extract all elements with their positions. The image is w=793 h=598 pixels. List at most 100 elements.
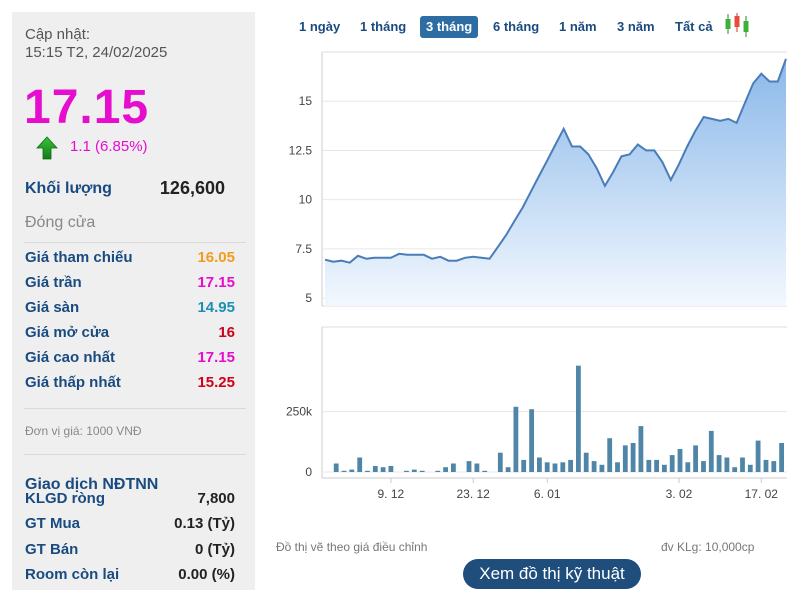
- foreign-row-label: GT Bán: [25, 541, 79, 558]
- price-row-label: Giá cao nhất: [25, 349, 116, 366]
- tab-all[interactable]: Tất cả: [675, 19, 713, 34]
- price-row-label: Giá mở cửa: [25, 324, 110, 341]
- volume-bar: [482, 470, 488, 472]
- volume-bar: [576, 365, 581, 472]
- volume-bar: [466, 461, 472, 472]
- tab-3-month[interactable]: 3 tháng: [420, 16, 479, 38]
- price-row-value: 17.15: [197, 274, 235, 291]
- volume-bar: [622, 445, 628, 472]
- volume-y-tick-label: 250k: [286, 405, 313, 419]
- volume-bar: [419, 470, 425, 472]
- price-row-label: Giá sàn: [25, 299, 80, 316]
- price-row-ceiling: Giá trần 17.15: [25, 274, 235, 296]
- volume-bar: [630, 443, 636, 472]
- volume-bar: [662, 464, 667, 473]
- price-volume-chart: 5 7.5 10 12.5 15 0 250k 9. 12 23. 12 6. 01 3. 02…: [286, 51, 787, 501]
- price-row-label: Giá tham chiếu: [25, 249, 133, 266]
- volume-bar: [474, 463, 480, 472]
- volume-bar: [357, 457, 363, 472]
- tab-6-month[interactable]: 6 tháng: [493, 19, 540, 34]
- volume-bar: [693, 445, 698, 472]
- volume-bar: [677, 449, 683, 472]
- volume-bar: [411, 469, 417, 472]
- x-tick-label: 17. 02: [745, 487, 779, 501]
- tab-1-year[interactable]: 1 năm: [559, 19, 597, 34]
- foreign-row-label: Room còn lại: [25, 566, 120, 583]
- price-row-low: Giá thấp nhất 15.25: [25, 374, 235, 396]
- price-line: [324, 58, 787, 264]
- price-row-reference: Giá tham chiếu 16.05: [25, 249, 235, 271]
- volume-bars: [333, 365, 784, 473]
- foreign-row-label: KLGD ròng: [25, 490, 105, 507]
- volume-bar: [537, 457, 542, 472]
- x-tick-label: 9. 12: [378, 487, 405, 501]
- volume-bar: [779, 443, 784, 472]
- volume-bar: [747, 464, 753, 473]
- volume-bar: [583, 452, 589, 472]
- x-tick-label: 3. 02: [666, 487, 693, 501]
- volume-bar: [521, 459, 527, 472]
- foreign-trading-title: Giao dịch NĐTNN: [25, 476, 159, 493]
- price-row-value: 17.15: [197, 349, 235, 366]
- price-area: [325, 58, 786, 307]
- volume-bar: [716, 455, 722, 472]
- tab-3-year[interactable]: 3 năm: [617, 19, 655, 34]
- summary-panel: Cập nhật: 15:15 T2, 24/02/2025 17.15 1.1…: [12, 12, 255, 590]
- divider: [24, 408, 246, 409]
- volume-bar: [404, 470, 409, 472]
- volume-value: 126,600: [159, 178, 225, 198]
- technical-chart-button[interactable]: Xem đồ thị kỹ thuật: [463, 559, 641, 589]
- volume-unit-note: đv KLg: 10,000cp: [661, 540, 755, 554]
- updated-time: 15:15 T2, 24/02/2025: [25, 44, 168, 61]
- price-y-axis: 5 7.5 10 12.5 15: [289, 94, 313, 305]
- volume-bar: [646, 459, 652, 472]
- volume-bar: [451, 463, 456, 472]
- x-axis: 9. 12 23. 12 6. 01 3. 02 17. 02: [378, 478, 779, 501]
- volume-bar: [669, 455, 675, 472]
- volume-bar: [732, 467, 738, 472]
- price-row-value: 14.95: [197, 299, 235, 316]
- volume-bar: [365, 470, 370, 472]
- foreign-row-label: GT Mua: [25, 515, 80, 532]
- arrow-up-icon: [36, 136, 58, 160]
- volume-y-tick-label: 0: [305, 465, 312, 479]
- tab-1-day[interactable]: 1 ngày: [299, 19, 341, 34]
- volume-bar: [607, 438, 613, 472]
- volume-bar: [560, 462, 566, 472]
- price-row-high: Giá cao nhất 17.15: [25, 349, 235, 371]
- foreign-row-value: 0.13 (Tỷ): [174, 515, 235, 532]
- foreign-row-value: 0 (Tỷ): [194, 541, 235, 558]
- volume-bar: [505, 467, 511, 472]
- foreign-row-value: 0.00 (%): [178, 566, 235, 583]
- volume-bar: [708, 430, 714, 472]
- divider: [24, 242, 246, 243]
- volume-bar: [724, 457, 730, 472]
- foreign-row-value: 7,800: [197, 490, 235, 507]
- price-y-tick-label: 10: [299, 193, 313, 207]
- current-price: 17.15: [24, 81, 150, 134]
- foreign-row-room: Room còn lại 0.00 (%): [25, 566, 235, 588]
- volume-bar: [333, 463, 339, 472]
- volume-bar: [388, 466, 394, 472]
- volume-y-axis: 0 250k: [286, 405, 313, 479]
- volume-bar: [701, 461, 706, 472]
- volume-bar: [372, 466, 378, 472]
- price-row-value: 16.05: [197, 249, 235, 266]
- volume-bar: [380, 467, 386, 472]
- volume-bar: [341, 470, 347, 472]
- tab-1-month[interactable]: 1 tháng: [360, 19, 407, 34]
- price-change: 1.1 (6.85%): [70, 138, 148, 155]
- price-y-tick-label: 5: [305, 291, 312, 305]
- volume-bar: [513, 406, 519, 473]
- volume-bar: [568, 459, 573, 472]
- volume-bar: [599, 464, 605, 473]
- price-row-value: 16: [218, 324, 235, 341]
- foreign-row-sell-value: GT Bán 0 (Tỷ): [25, 541, 235, 563]
- volume-bar: [435, 470, 441, 472]
- volume-bar: [740, 457, 745, 472]
- candlestick-chart-icon[interactable]: [723, 12, 751, 38]
- volume-bar: [443, 467, 448, 472]
- adjusted-price-note: Đồ thị vẽ theo giá điều chỉnh: [276, 540, 428, 554]
- volume-bar: [638, 426, 644, 472]
